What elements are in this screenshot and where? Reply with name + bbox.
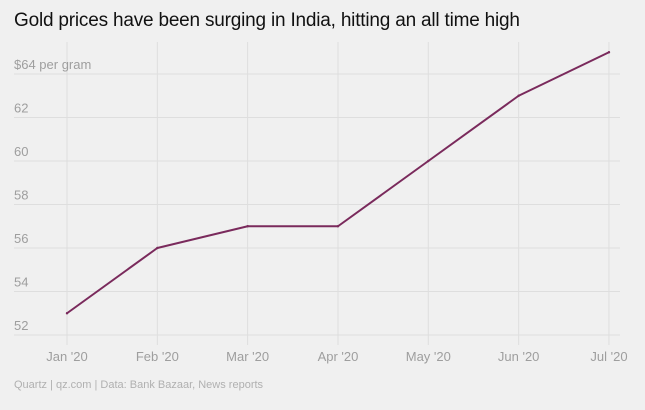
x-tick-label: Jan '20 — [46, 349, 88, 364]
x-tick-label: Jun '20 — [498, 349, 540, 364]
y-tick-label: 58 — [14, 188, 28, 203]
y-tick-label: 52 — [14, 318, 28, 333]
y-tick-label: 54 — [14, 275, 28, 290]
y-tick-label: 60 — [14, 144, 28, 159]
y-tick-label: $64 per gram — [14, 57, 91, 72]
data-point — [65, 312, 69, 315]
source-footer: Quartz | qz.com | Data: Bank Bazaar, New… — [14, 379, 264, 391]
data-point — [517, 94, 520, 97]
x-tick-label: Apr '20 — [318, 349, 359, 364]
data-point — [336, 225, 340, 228]
y-tick-labels: 52 54 56 58 60 62 $64 per gram — [14, 57, 91, 333]
series-group — [65, 51, 611, 315]
y-tick-label: 56 — [14, 231, 28, 246]
data-point — [156, 246, 159, 250]
y-tick-label: 62 — [14, 101, 28, 116]
x-gridlines — [66, 42, 610, 345]
x-tick-labels: Jan '20 Feb '20 Mar '20 Apr '20 May '20 Jun '… — [46, 349, 627, 364]
chart-title: Gold prices have been surging in India, … — [14, 10, 520, 31]
data-point — [246, 225, 249, 228]
data-point — [607, 51, 611, 54]
y-gridlines — [14, 73, 620, 336]
x-tick-label: Jul '20 — [590, 349, 627, 364]
x-tick-label: Mar '20 — [226, 349, 269, 364]
x-tick-label: May '20 — [406, 349, 451, 364]
data-point — [427, 159, 430, 163]
x-tick-label: Feb '20 — [136, 349, 179, 364]
